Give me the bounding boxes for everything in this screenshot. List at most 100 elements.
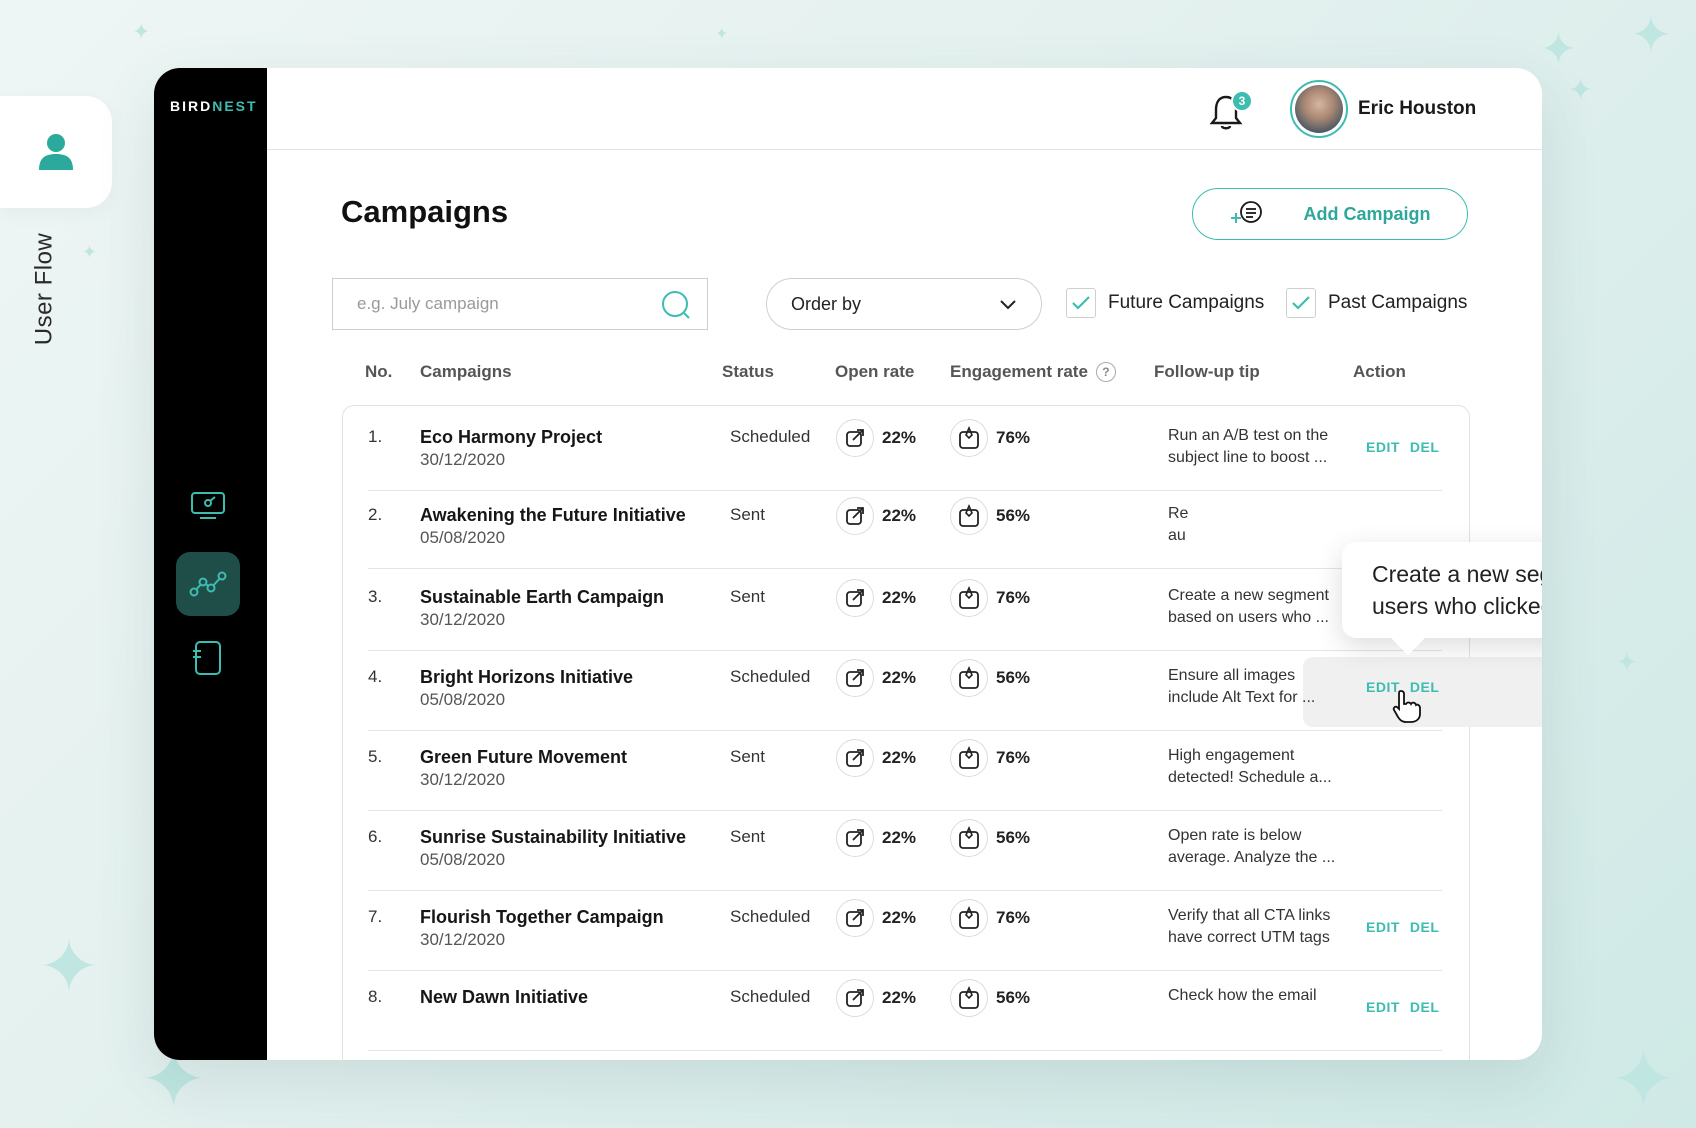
search-input[interactable] bbox=[333, 279, 653, 329]
help-icon[interactable]: ? bbox=[1095, 362, 1116, 382]
open-rate: 22% bbox=[836, 419, 916, 457]
edit-button[interactable]: EDIT bbox=[1366, 919, 1400, 935]
check-icon bbox=[1292, 296, 1310, 310]
campaign-status: Scheduled bbox=[730, 427, 811, 446]
edit-button[interactable]: EDIT bbox=[1366, 999, 1400, 1015]
brand-logo[interactable]: BIRDNEST bbox=[170, 98, 258, 114]
campaign-status: Scheduled bbox=[730, 987, 811, 1006]
boost-icon bbox=[959, 986, 979, 1009]
engagement-rate: 56% bbox=[950, 979, 1030, 1017]
edit-button[interactable]: EDIT bbox=[1366, 679, 1400, 695]
sidebar: BIRDNEST bbox=[154, 68, 267, 1060]
col-follow-up-tip[interactable]: Follow-up tip bbox=[1154, 362, 1260, 381]
open-rate: 22% bbox=[836, 739, 916, 777]
row-number: 4. bbox=[368, 667, 383, 686]
share-icon bbox=[846, 749, 864, 767]
engagement-rate: 56% bbox=[950, 659, 1030, 697]
campaign-name[interactable]: Eco Harmony Project bbox=[420, 427, 603, 447]
row-number: 1. bbox=[368, 427, 383, 446]
campaign-date: 05/08/2020 bbox=[420, 850, 506, 869]
add-campaign-button[interactable]: Add Campaign bbox=[1192, 188, 1468, 240]
check-icon bbox=[1072, 296, 1090, 310]
campaign-name[interactable]: Awakening the Future Initiative bbox=[420, 505, 686, 525]
boost-icon bbox=[959, 906, 979, 929]
engagement-rate: 56% bbox=[950, 497, 1030, 535]
boost-icon bbox=[959, 826, 979, 849]
engagement-rate: 76% bbox=[950, 739, 1030, 777]
open-rate: 22% bbox=[836, 659, 916, 697]
follow-up-tip[interactable]: High engagement detected! Schedule a... bbox=[1168, 747, 1332, 786]
follow-up-tip[interactable]: Create a new segment based on users who .… bbox=[1168, 587, 1329, 626]
row-actions: EDIT DEL bbox=[1366, 999, 1439, 1015]
dashboard-icon bbox=[191, 492, 225, 519]
campaign-name[interactable]: Sunrise Sustainability Initiative bbox=[420, 827, 687, 847]
row-number: 6. bbox=[368, 827, 383, 846]
col-open-rate[interactable]: Open rate bbox=[835, 362, 915, 381]
avatar[interactable] bbox=[1290, 80, 1348, 138]
col-campaigns[interactable]: Campaigns bbox=[420, 362, 512, 381]
user-name[interactable]: Eric Houston bbox=[1358, 98, 1477, 119]
follow-up-tip[interactable]: Run an A/B test on the subject line to bo… bbox=[1168, 427, 1329, 466]
open-rate: 22% bbox=[836, 497, 916, 535]
hand-cursor-icon bbox=[1392, 690, 1421, 723]
search-box bbox=[332, 278, 708, 330]
add-list-icon bbox=[1231, 201, 1263, 223]
past-campaigns-checkbox[interactable]: Past Campaigns bbox=[1286, 288, 1467, 318]
campaign-date: 30/12/2020 bbox=[420, 770, 506, 789]
delete-button[interactable]: DEL bbox=[1409, 919, 1440, 935]
row-actions: EDIT DEL bbox=[1366, 679, 1439, 695]
open-rate: 22% bbox=[836, 979, 916, 1017]
table-row[interactable]: 5. Green Future Movement 30/12/2020 Sent 22%… bbox=[368, 725, 1442, 811]
follow-up-tip[interactable]: Open rate is below average. Analyze the .… bbox=[1168, 827, 1336, 866]
user-icon bbox=[39, 134, 73, 170]
campaign-name[interactable]: Green Future Movement bbox=[420, 747, 628, 767]
follow-up-tip[interactable]: Re au bbox=[1168, 505, 1189, 544]
campaign-name[interactable]: Bright Horizons Initiative bbox=[420, 667, 634, 687]
boost-icon bbox=[959, 746, 979, 769]
edit-button[interactable]: EDIT bbox=[1366, 439, 1400, 455]
nav-documents[interactable] bbox=[176, 626, 240, 690]
delete-button[interactable]: DEL bbox=[1409, 679, 1440, 695]
sparkle-decoration: ✦ bbox=[1616, 648, 1638, 678]
campaign-status: Sent bbox=[730, 587, 765, 606]
future-campaigns-checkbox[interactable]: Future Campaigns bbox=[1066, 288, 1264, 318]
table-row[interactable]: 3. Sustainable Earth Campaign 30/12/2020 Se… bbox=[368, 565, 1442, 651]
campaign-status: Scheduled bbox=[730, 907, 811, 926]
row-number: 5. bbox=[368, 747, 383, 766]
row-actions: EDIT DEL bbox=[1366, 919, 1439, 935]
col-action[interactable]: Action bbox=[1353, 362, 1406, 381]
follow-up-tip[interactable]: Ensure all images include Alt Text for ..… bbox=[1168, 667, 1316, 706]
chevron-down-icon bbox=[1000, 300, 1016, 310]
delete-button[interactable]: DEL bbox=[1409, 999, 1440, 1015]
table-row[interactable]: 4. Bright Horizons Initiative 05/08/2020 Sc… bbox=[368, 645, 1442, 731]
search-icon[interactable] bbox=[661, 290, 691, 320]
nav-dashboard[interactable] bbox=[176, 474, 240, 538]
row-actions: EDIT DEL bbox=[1366, 439, 1439, 455]
engagement-rate: 76% bbox=[950, 419, 1030, 457]
table-row[interactable]: 1. Eco Harmony Project 30/12/2020 Scheduled… bbox=[368, 405, 1442, 491]
campaign-date: 05/08/2020 bbox=[420, 690, 506, 709]
order-by-dropdown[interactable]: Order by bbox=[766, 278, 1042, 330]
user-flow-tab[interactable] bbox=[0, 96, 112, 208]
table-row[interactable]: 8. New Dawn Initiative Scheduled 22% 56% Chec… bbox=[368, 965, 1442, 1051]
col-status[interactable]: Status bbox=[722, 362, 774, 381]
follow-up-tip[interactable]: Check how the email bbox=[1168, 987, 1317, 1004]
follow-up-tip[interactable]: Verify that all CTA links have correct UT… bbox=[1168, 907, 1331, 946]
campaigns-table bbox=[342, 405, 1470, 1060]
nav-analytics[interactable] bbox=[176, 552, 240, 616]
follow-up-tooltip: Create a new segment based on users who … bbox=[1342, 542, 1542, 638]
delete-button[interactable]: DEL bbox=[1409, 439, 1440, 455]
document-icon bbox=[193, 641, 221, 675]
table-row[interactable]: 6. Sunrise Sustainability Initiative 05/08… bbox=[368, 805, 1442, 891]
open-rate: 22% bbox=[836, 819, 916, 857]
col-engagement-rate[interactable]: Engagement rate? bbox=[950, 362, 1116, 382]
campaign-name[interactable]: Sustainable Earth Campaign bbox=[420, 587, 665, 607]
table-row[interactable]: 7. Flourish Together Campaign 30/12/2020 Sc… bbox=[368, 885, 1442, 971]
campaign-status: Sent bbox=[730, 747, 765, 766]
campaign-name[interactable]: Flourish Together Campaign bbox=[420, 907, 664, 927]
col-no[interactable]: No. bbox=[365, 362, 393, 381]
campaign-name[interactable]: New Dawn Initiative bbox=[420, 987, 589, 1007]
table-row[interactable]: 2. Awakening the Future Initiative 05/08/2… bbox=[368, 483, 1442, 569]
sparkle-decoration: ✦ bbox=[715, 24, 729, 43]
notification-badge: 3 bbox=[1231, 90, 1253, 112]
